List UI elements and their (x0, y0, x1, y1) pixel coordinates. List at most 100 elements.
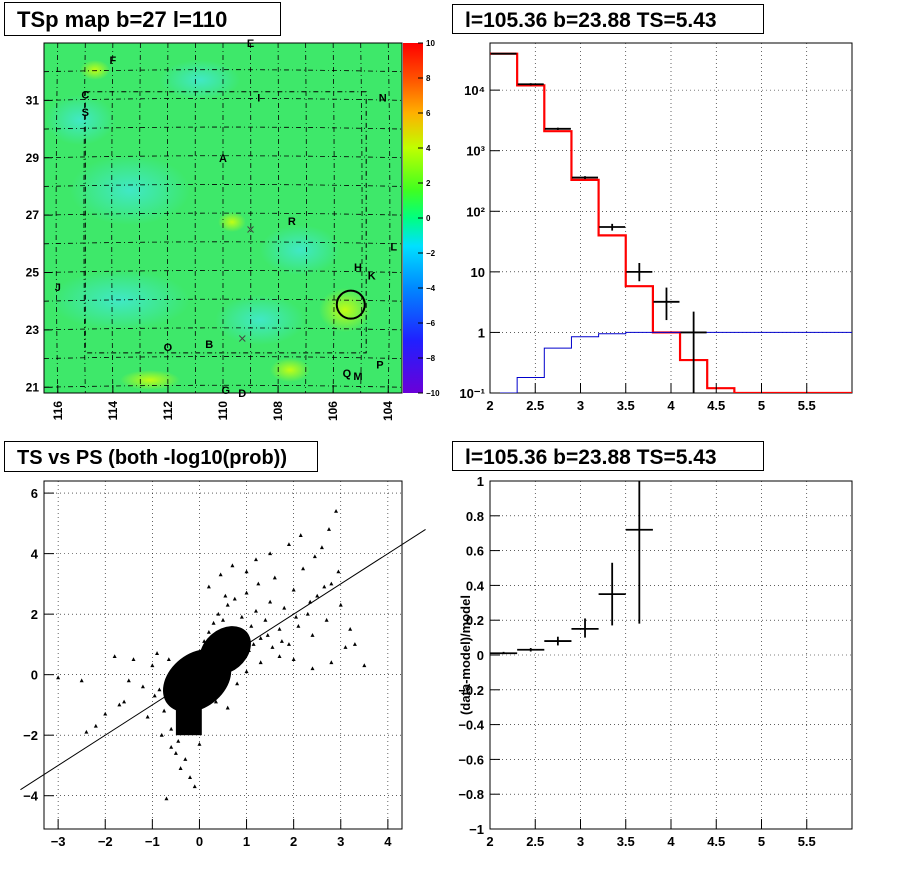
color-scale-tick-label: 2 (426, 179, 431, 188)
source-label: G (221, 385, 230, 397)
x-tick-label: 2 (290, 834, 297, 849)
scatter-point (338, 602, 343, 607)
spectrum-panel: 2 2.5 3 3.5 4 4.5 5 5.5 10⁻¹ 1 10 10² 10³ 10⁴ (459, 42, 853, 413)
scatter-point (166, 657, 171, 662)
scatter-point (282, 605, 287, 610)
scatter-point (218, 572, 223, 577)
scatter-point (296, 623, 301, 628)
scatter-point (221, 678, 225, 683)
color-scale-tick-label: 6 (426, 109, 431, 118)
y-tick-label: −2 (23, 728, 38, 743)
scatter-point (294, 614, 299, 619)
scatter-point (324, 617, 329, 622)
x-tick-label: 4 (667, 834, 675, 849)
y-tick-label: −0.6 (458, 752, 484, 767)
scatter-point (183, 705, 188, 710)
x-tick-label: 2.5 (526, 834, 544, 849)
step-series-model-total-step (490, 52, 852, 393)
source-labels: F E C I N S A R J L HK O B Q M P G D (55, 38, 398, 400)
scatter-point (230, 645, 235, 649)
scatter-point (286, 542, 291, 547)
tsp-map-title: TSp map b=27 l=110 (4, 2, 281, 36)
scatter-title: TS vs PS (both -log10(prob)) (4, 441, 318, 472)
scatter-point (253, 608, 258, 613)
grid-longitude-line (111, 43, 114, 393)
scatter-point (336, 569, 341, 574)
grid-longitude-line (166, 43, 169, 393)
scatter-point (178, 690, 183, 695)
source-label: E (247, 38, 254, 50)
source-label: R (288, 216, 296, 228)
y-tick-label: −4 (23, 789, 39, 804)
scatter-point (117, 702, 122, 707)
grid-longitude-line (83, 43, 86, 393)
y-tick-label: −0.2 (458, 683, 484, 698)
y-tick-label: 1 (477, 474, 484, 489)
x-tick-label: 3 (577, 834, 584, 849)
x-tick-label: 112 (161, 401, 175, 421)
scatter-point (185, 681, 190, 686)
source-label: H (354, 262, 362, 274)
step-series-second-component-step (490, 331, 852, 393)
color-scale-tick-label: 10 (426, 39, 435, 48)
source-label: Q (343, 368, 352, 380)
x-tick-label: 114 (106, 401, 120, 421)
scatter-axes: −3 −2 −1 0 1 2 3 4 −4 −2 0 2 4 6 (23, 486, 392, 849)
y-tick-label: 0.6 (466, 544, 484, 559)
scatter-point (176, 738, 181, 743)
grid-longitude-line (332, 43, 335, 393)
scatter-point (348, 626, 353, 631)
color-scale-bar (403, 43, 423, 393)
spectrum-frame (489, 42, 853, 394)
color-scale-tick-label: −6 (426, 319, 436, 328)
scatter-point (157, 687, 162, 692)
x-tick-label: 4.5 (707, 834, 725, 849)
scatter-point (362, 663, 367, 668)
scatter-point (192, 784, 197, 789)
color-scale-tick-label: −8 (426, 354, 436, 363)
x-tick-label: 2.5 (526, 398, 544, 413)
source-label: M (353, 371, 362, 383)
scatter-point (159, 732, 164, 737)
heatmap-grid (44, 43, 402, 393)
scatter-point (164, 681, 169, 686)
scatter-point (315, 593, 320, 598)
scatter-point (169, 696, 174, 701)
y-tick-label: 0 (477, 648, 484, 663)
x-tick-label: 5 (758, 398, 765, 413)
y-tick-label: 4 (31, 547, 39, 562)
x-tick-label: 3 (577, 398, 584, 413)
scatter-point (277, 626, 282, 631)
y-tick-label: −1 (469, 822, 484, 837)
scatter-point (56, 675, 61, 680)
scatter-point (258, 636, 263, 640)
color-scale-axis: 10 8 6 4 2 0 −2 −4 −6 −8 −10 (418, 39, 440, 398)
x-tick-label: 3.5 (617, 398, 635, 413)
color-scale-tick-label: −2 (426, 249, 436, 258)
scatter-point (244, 569, 249, 574)
heatmap-axes: 116 114 112 110 108 106 104 21 23 25 27 29 31 (26, 93, 396, 421)
scatter-point (258, 660, 263, 665)
scatter-point (228, 626, 233, 631)
x-tick-label: 4.5 (707, 398, 725, 413)
x-tick-label: −1 (145, 834, 160, 849)
scatter-point (223, 593, 228, 598)
y-tick-label: 0.8 (466, 509, 484, 524)
scatter-point (265, 633, 270, 637)
scatter-point (225, 705, 230, 710)
scatter-point (164, 796, 169, 801)
scatter-point (310, 666, 315, 671)
scatter-point (268, 551, 273, 556)
color-scale-tick-label: 4 (426, 144, 431, 153)
spectrum-plot (490, 52, 852, 393)
y-tick-label: 10³ (466, 144, 485, 159)
source-label: B (205, 339, 213, 351)
x-tick-label: 1 (243, 834, 250, 849)
scatter-point (93, 723, 98, 728)
source-label: P (376, 359, 383, 371)
scatter-point (209, 645, 214, 649)
scatter-point (204, 663, 209, 668)
source-label: I (257, 93, 260, 105)
x-tick-label: 2 (486, 398, 493, 413)
scatter-point (352, 642, 357, 646)
